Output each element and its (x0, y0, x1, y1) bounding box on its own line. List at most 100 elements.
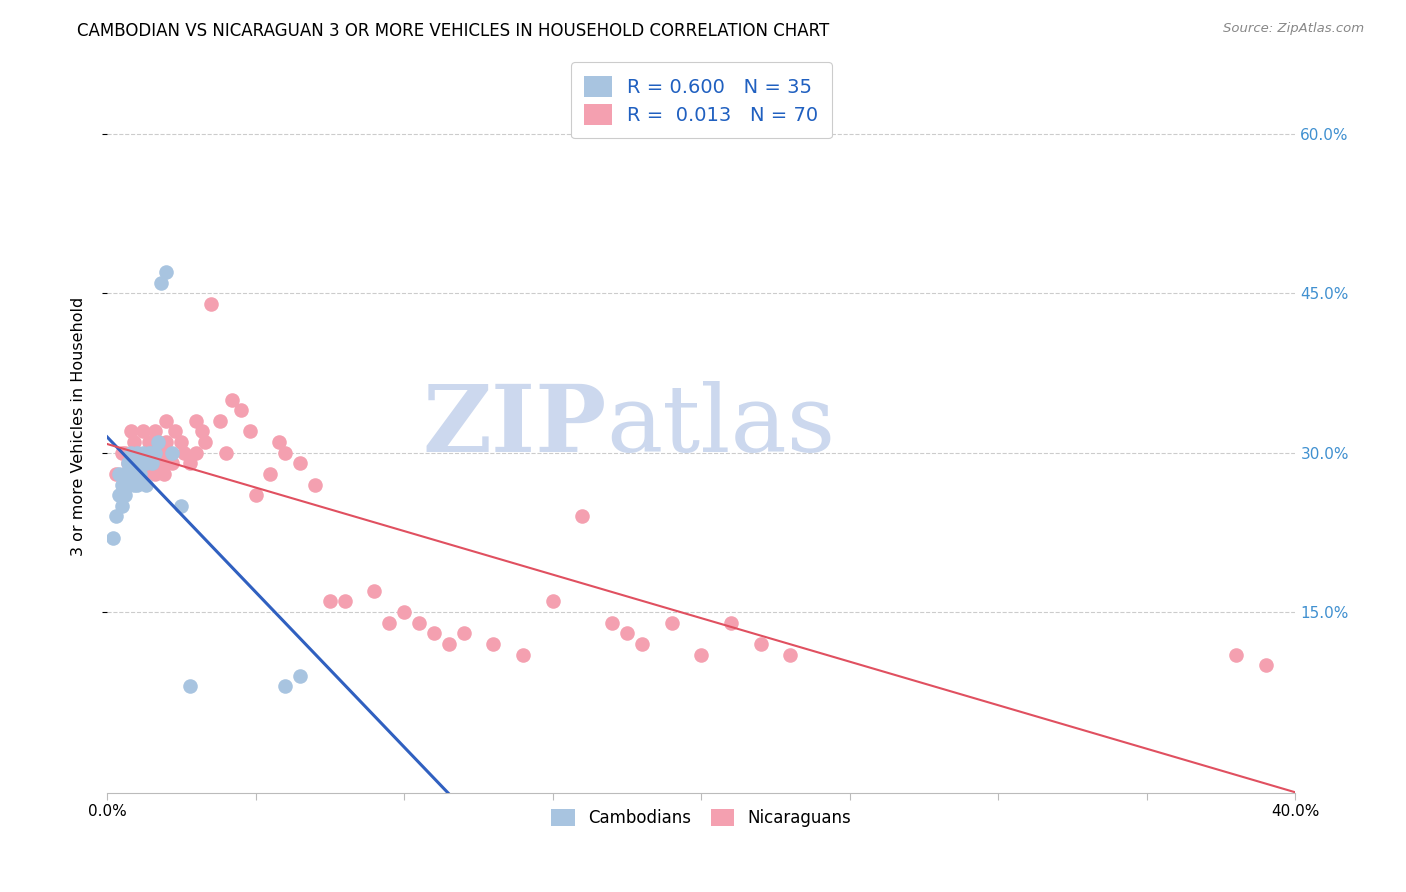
Point (125, 467, 148, 481)
Point (259, 467, 281, 481)
Point (392, 605, 415, 619)
Point (114, 488, 136, 502)
Point (363, 583, 385, 598)
Point (1225, 648, 1247, 662)
Legend: Cambodians, Nicaraguans: Cambodians, Nicaraguans (543, 801, 859, 836)
Point (215, 445, 238, 459)
Point (132, 456, 155, 470)
Point (135, 477, 157, 491)
Point (245, 488, 267, 502)
Point (152, 467, 174, 481)
Point (229, 403, 252, 417)
Point (179, 680, 201, 694)
Point (1254, 658, 1277, 673)
Point (239, 425, 262, 439)
Point (186, 414, 208, 428)
Point (159, 445, 181, 459)
Point (114, 467, 136, 481)
Point (191, 425, 214, 439)
Point (319, 594, 342, 608)
Point (125, 456, 148, 470)
Text: CAMBODIAN VS NICARAGUAN 3 OR MORE VEHICLES IN HOUSEHOLD CORRELATION CHART: CAMBODIAN VS NICARAGUAN 3 OR MORE VEHICL… (77, 22, 830, 40)
Point (631, 637, 654, 651)
Point (170, 435, 193, 450)
Point (333, 594, 356, 608)
Point (138, 445, 160, 459)
Point (146, 435, 169, 450)
Point (128, 467, 150, 481)
Point (571, 509, 593, 524)
Point (143, 445, 166, 459)
Point (111, 445, 134, 459)
Point (155, 414, 177, 428)
Point (120, 467, 142, 481)
Text: ZIP: ZIP (422, 381, 606, 471)
Point (600, 615, 623, 630)
Point (135, 467, 157, 481)
Point (128, 467, 150, 481)
Text: atlas: atlas (606, 381, 835, 471)
Point (125, 445, 148, 459)
Point (162, 456, 184, 470)
Point (120, 467, 142, 481)
Point (117, 456, 139, 470)
Point (135, 445, 157, 459)
Point (111, 477, 134, 491)
Y-axis label: 3 or more Vehicles in Household: 3 or more Vehicles in Household (72, 296, 86, 556)
Point (208, 414, 231, 428)
Point (269, 435, 291, 450)
Point (170, 499, 193, 513)
Point (616, 626, 638, 640)
Point (125, 477, 148, 491)
Point (141, 445, 163, 459)
Point (186, 445, 208, 459)
Point (408, 615, 430, 630)
Point (165, 425, 187, 439)
Point (274, 445, 297, 459)
Point (120, 445, 142, 459)
Point (304, 477, 326, 491)
Point (290, 456, 312, 470)
Point (141, 456, 163, 470)
Point (179, 456, 201, 470)
Point (122, 456, 145, 470)
Point (108, 467, 131, 481)
Point (104, 509, 127, 524)
Point (104, 467, 127, 481)
Point (200, 297, 222, 311)
Point (117, 477, 139, 491)
Point (221, 392, 243, 407)
Point (661, 615, 683, 630)
Point (482, 637, 505, 651)
Point (117, 456, 139, 470)
Point (128, 456, 150, 470)
Point (143, 425, 166, 439)
Point (146, 435, 169, 450)
Point (155, 435, 177, 450)
Point (720, 615, 742, 630)
Point (423, 626, 446, 640)
Point (378, 615, 401, 630)
Point (141, 445, 163, 459)
Point (141, 456, 163, 470)
Point (114, 445, 136, 459)
Point (149, 276, 172, 290)
Point (149, 445, 172, 459)
Point (132, 456, 155, 470)
Point (122, 477, 145, 491)
Point (120, 425, 142, 439)
Point (149, 456, 172, 470)
Point (290, 669, 312, 683)
Point (274, 680, 297, 694)
Point (132, 425, 155, 439)
Point (453, 626, 475, 640)
Point (749, 637, 772, 651)
Point (194, 435, 217, 450)
Point (125, 445, 148, 459)
Point (512, 648, 534, 662)
Point (122, 435, 145, 450)
Point (132, 445, 155, 459)
Point (135, 456, 157, 470)
Point (108, 488, 131, 502)
Point (101, 531, 124, 545)
